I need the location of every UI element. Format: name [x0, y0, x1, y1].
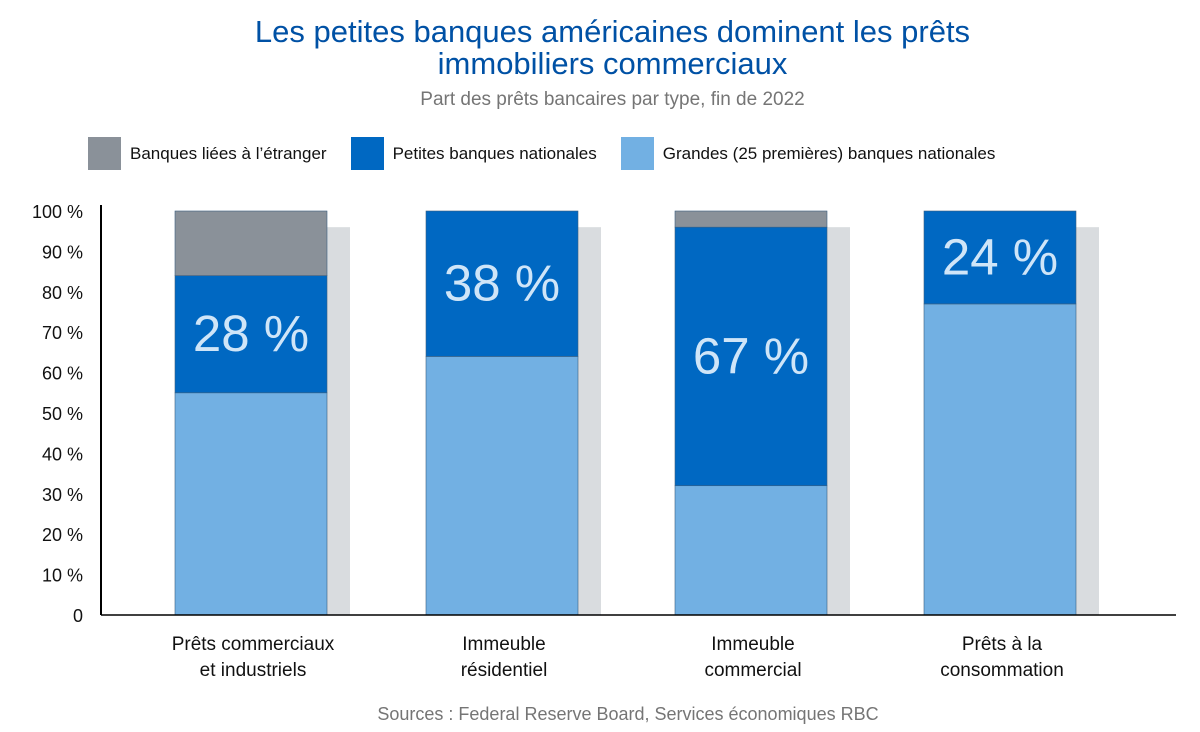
bar-shadow	[827, 227, 850, 615]
data-label: 28 %	[193, 305, 309, 362]
x-tick-label: consommation	[940, 660, 1064, 681]
bar-segment	[923, 210, 1077, 305]
y-tick-label: 10 %	[42, 566, 83, 586]
x-tick-label: résidentiel	[461, 660, 548, 681]
bar-shadow	[1076, 227, 1099, 615]
data-label: 24 %	[942, 228, 1058, 285]
bar-shadow	[327, 227, 350, 615]
bar-segment	[174, 392, 328, 616]
legend-item: Banques liées à l’étranger	[88, 137, 327, 170]
y-tick-label: 20 %	[42, 525, 83, 545]
y-tick-label: 70 %	[42, 323, 83, 343]
legend-label: Grandes (25 premières) banques nationale…	[662, 143, 996, 163]
y-tick-label: 50 %	[42, 404, 83, 424]
bar-segment	[923, 303, 1077, 616]
legend-item: Grandes (25 premières) banques nationale…	[620, 137, 996, 170]
legend-item: Petites banques nationales	[350, 137, 597, 170]
x-tick-label: Prêts commerciaux	[172, 634, 335, 655]
legend: Banques liées à l’étranger Petites banque…	[88, 137, 1019, 170]
source-note: Sources : Federal Reserve Board, Service…	[377, 704, 879, 724]
data-label: 38 %	[444, 255, 560, 312]
y-tick-label: 30 %	[42, 485, 83, 505]
bar-segment	[674, 210, 828, 228]
bar-segment	[674, 226, 828, 487]
y-tick-label: 80 %	[42, 283, 83, 303]
bar-segment	[425, 210, 579, 357]
y-tick-label: 90 %	[42, 242, 83, 262]
bar-shadow	[578, 227, 601, 615]
bar-segment	[174, 275, 328, 394]
x-tick-label: et industriels	[200, 660, 307, 681]
x-tick-label: commercial	[704, 660, 801, 681]
bar-segment	[174, 210, 328, 276]
y-tick-label: 40 %	[42, 444, 83, 464]
legend-swatch	[88, 137, 121, 170]
bar-segment	[425, 356, 579, 616]
legend-swatch	[350, 137, 384, 170]
title-line-1: Les petites banques américaines dominent…	[254, 14, 971, 49]
chart-title: Les petites banques américaines dominent…	[0, 16, 1200, 80]
legend-label: Banques liées à l’étranger	[130, 143, 327, 163]
y-tick-label: 0	[73, 606, 83, 626]
legend-label: Petites banques nationales	[392, 143, 597, 163]
chart-subtitle: Part des prêts bancaires par type, fin d…	[420, 89, 805, 110]
x-tick-label: Immeuble	[462, 634, 545, 655]
y-tick-label: 60 %	[42, 364, 83, 384]
x-tick-label: Prêts à la	[962, 634, 1043, 655]
y-tick-label: 100 %	[32, 202, 83, 222]
bar-segment	[674, 485, 828, 616]
data-label: 67 %	[693, 327, 809, 384]
x-tick-label: Immeuble	[711, 634, 794, 655]
title-line-2: immobiliers commerciaux	[437, 46, 788, 81]
legend-swatch	[620, 137, 654, 170]
